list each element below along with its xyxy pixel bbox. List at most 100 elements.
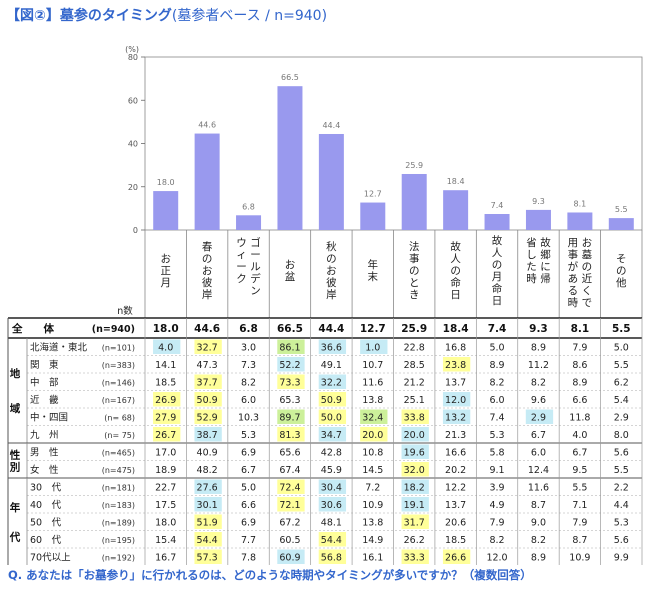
table-cell: 7.9 bbox=[489, 518, 504, 529]
bar-value-label: 12.7 bbox=[364, 190, 382, 199]
table-cell: 21.2 bbox=[404, 378, 425, 389]
table-cell: 8.9 bbox=[531, 343, 546, 354]
category-label-char: 郷 bbox=[540, 248, 551, 261]
bar-value-label: 44.6 bbox=[198, 121, 216, 130]
cell-highlight bbox=[318, 427, 347, 442]
cell-highlight bbox=[277, 357, 305, 372]
table-cell: 6.0 bbox=[531, 448, 546, 459]
category-label-char: 他 bbox=[616, 276, 627, 289]
bar-value-label: 9.3 bbox=[532, 197, 545, 206]
total-value: 18.4 bbox=[443, 323, 469, 335]
table-cell: 32.0 bbox=[404, 465, 425, 476]
table-cell: 19.6 bbox=[404, 448, 425, 459]
cell-highlight bbox=[318, 392, 347, 407]
row-label: 70代以上 bbox=[30, 553, 71, 564]
bar-value-label: 8.1 bbox=[574, 199, 587, 208]
table-cell: 6.2 bbox=[614, 378, 629, 389]
category-label-char: に bbox=[540, 261, 551, 273]
row-label: 中 部 bbox=[30, 377, 59, 389]
category-label-char: と bbox=[409, 277, 420, 289]
cell-highlight bbox=[318, 409, 347, 424]
category-label-char: 正 bbox=[160, 265, 171, 277]
category-label-char: 省 bbox=[526, 236, 537, 249]
bar-chart-with-table: 0 20 40 60 80(%) 18.0 44.6 6.8 66.5 44.4 12.7 25.9 1… bbox=[7, 45, 643, 565]
table-cell: 16.1 bbox=[362, 553, 383, 564]
table-cell: 11.6 bbox=[362, 378, 383, 389]
table-cell: 67.2 bbox=[279, 518, 300, 529]
category-label-char: 春 bbox=[202, 241, 213, 253]
table-cell: 16.6 bbox=[445, 448, 466, 459]
category-label-char: 月 bbox=[160, 277, 171, 289]
cell-highlight bbox=[401, 497, 429, 512]
category-label-char: 時 bbox=[568, 297, 579, 309]
bar bbox=[567, 212, 593, 230]
table-cell: 6.0 bbox=[241, 395, 256, 406]
total-value: 9.3 bbox=[529, 323, 548, 335]
row-label: 60 代 bbox=[30, 535, 62, 546]
table-cell: 17.0 bbox=[155, 448, 176, 459]
row-label: 関 東 bbox=[30, 359, 59, 371]
table-cell: 6.9 bbox=[241, 518, 256, 529]
table-cell: 6.0 bbox=[489, 395, 504, 406]
cell-highlight bbox=[194, 479, 222, 494]
n-header: n数 bbox=[117, 305, 133, 317]
category-label-char: 事 bbox=[568, 248, 579, 261]
table-cell: 30.4 bbox=[321, 483, 342, 494]
category-label-char: 彼 bbox=[202, 276, 213, 289]
group-label-char: 年 bbox=[10, 501, 21, 514]
row-n: (n=146) bbox=[102, 379, 135, 388]
table-cell: 1.0 bbox=[365, 343, 380, 354]
table-cell: 14.5 bbox=[362, 465, 383, 476]
table-cell: 65.3 bbox=[279, 395, 300, 406]
table-cell: 13.8 bbox=[362, 518, 383, 529]
cell-highlight bbox=[277, 339, 305, 354]
table-cell: 22.8 bbox=[404, 343, 425, 354]
category-label-char: ー bbox=[236, 261, 247, 273]
table-cell: 4.4 bbox=[614, 500, 629, 511]
table-cell: 8.2 bbox=[489, 378, 504, 389]
table-cell: 52.2 bbox=[279, 360, 300, 371]
table-cell: 56.8 bbox=[321, 553, 342, 564]
category-label-char: が bbox=[568, 260, 579, 273]
table-cell: 8.9 bbox=[489, 360, 504, 371]
cell-highlight bbox=[360, 339, 388, 354]
category-label-char: 岸 bbox=[326, 289, 337, 301]
table-cell: 22.7 bbox=[155, 483, 176, 494]
total-value: 25.9 bbox=[401, 323, 427, 335]
table-cell: 8.6 bbox=[572, 360, 587, 371]
cell-highlight bbox=[401, 462, 429, 477]
table-cell: 7.3 bbox=[241, 360, 256, 371]
table-cell: 5.0 bbox=[614, 343, 629, 354]
y-tick-label: 80 bbox=[128, 53, 138, 62]
table-cell: 5.5 bbox=[572, 483, 587, 494]
table-cell: 21.3 bbox=[445, 430, 466, 441]
table-cell: 27.6 bbox=[197, 483, 218, 494]
category-label-char: 秋 bbox=[326, 240, 337, 253]
cell-highlight bbox=[153, 409, 181, 424]
cell-highlight bbox=[194, 339, 222, 354]
row-label: 女 性 bbox=[30, 464, 59, 476]
table-cell: 7.1 bbox=[572, 500, 587, 511]
y-tick-label: 60 bbox=[128, 96, 138, 105]
total-value: 5.5 bbox=[612, 323, 631, 335]
category-label-char: 故 bbox=[450, 240, 461, 253]
table-cell: 33.3 bbox=[404, 553, 425, 564]
cell-highlight bbox=[360, 409, 388, 424]
category-label-char: 命 bbox=[450, 276, 461, 289]
category-label-char: ク bbox=[236, 273, 247, 285]
table-cell: 32.7 bbox=[197, 343, 218, 354]
total-value: 7.4 bbox=[488, 323, 507, 335]
table-cell: 10.9 bbox=[569, 553, 590, 564]
cell-highlight bbox=[318, 497, 347, 512]
y-tick-label: 20 bbox=[128, 183, 138, 192]
table-cell: 37.7 bbox=[197, 378, 218, 389]
table-cell: 2.2 bbox=[614, 483, 629, 494]
table-cell: 14.1 bbox=[155, 360, 176, 371]
cell-highlight bbox=[401, 409, 429, 424]
table-cell: 8.9 bbox=[531, 553, 546, 564]
table-cell: 54.4 bbox=[321, 535, 342, 546]
table-cell: 5.3 bbox=[614, 518, 629, 529]
table-cell: 65.6 bbox=[279, 448, 300, 459]
table-cell: 57.3 bbox=[197, 553, 218, 564]
table-cell: 2.9 bbox=[614, 413, 629, 424]
